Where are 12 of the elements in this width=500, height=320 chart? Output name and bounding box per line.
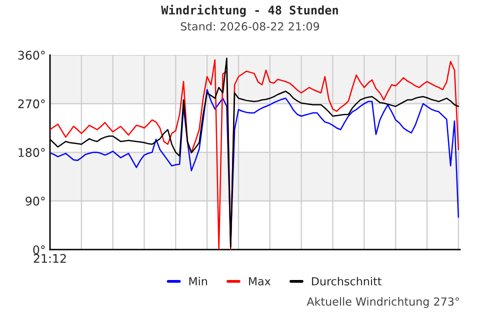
y-tick-label: 180°	[18, 148, 45, 157]
chart-title: Windrichtung - 48 Stunden	[161, 4, 338, 17]
text: Aktuelle Windrichtung 273°	[306, 297, 459, 308]
y-tick-label: 0°	[33, 245, 45, 254]
y-tick-label: 90°	[26, 196, 45, 206]
chart-subtitle: Stand: 2026-08-22 21:09	[180, 22, 320, 31]
y-tick-label: 360°	[18, 50, 45, 60]
legend-label: Max	[249, 277, 271, 286]
legend-label: Durchschnitt	[312, 276, 382, 286]
x-tick-label: 21:12	[34, 254, 66, 263]
legend-label: Min	[189, 276, 208, 286]
y-tick-label: 270°	[18, 99, 45, 108]
